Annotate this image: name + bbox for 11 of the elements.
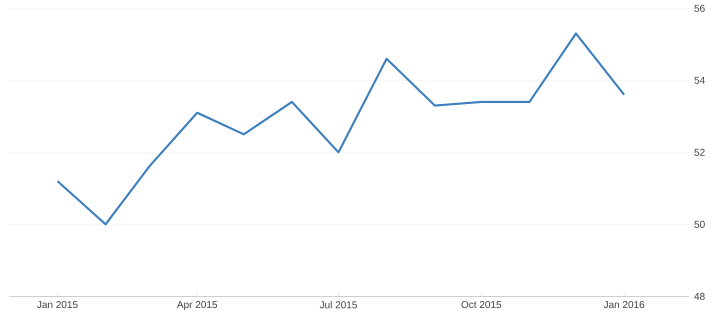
y-tick-label: 54 (694, 76, 705, 84)
y-tick-label: 56 (694, 4, 705, 12)
x-tick-label: Apr 2015 (176, 301, 218, 310)
y-tick-label: 48 (694, 292, 705, 300)
x-tick-label: Jan 2016 (604, 301, 644, 308)
x-tick-label: Jan 2015 (37, 301, 78, 308)
x-tick-label: Jul 2015 (320, 301, 357, 308)
y-tick-label: 50 (694, 220, 705, 228)
line-series (56, 32, 626, 226)
x-tick-label: Oct 2015 (461, 301, 502, 308)
y-tick-label: 52 (694, 148, 705, 156)
